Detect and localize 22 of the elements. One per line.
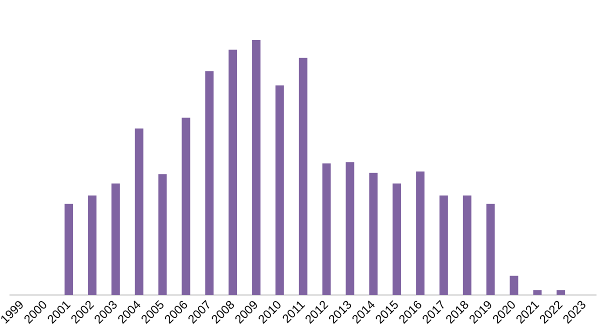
bar (510, 276, 518, 295)
bar (88, 196, 96, 295)
bar (252, 40, 260, 295)
bar (392, 184, 402, 295)
bar (298, 58, 308, 295)
bar (533, 290, 542, 295)
bar (275, 85, 284, 295)
bar (228, 50, 238, 295)
bar (182, 118, 190, 295)
bar (322, 163, 331, 295)
bar (346, 162, 354, 295)
bar (158, 174, 167, 295)
bar (439, 196, 448, 295)
bar (64, 204, 74, 295)
bar (111, 184, 120, 295)
bar (556, 290, 566, 295)
bar (486, 204, 495, 295)
bar (134, 128, 144, 295)
bar (369, 172, 378, 295)
bar (205, 71, 214, 295)
bar (416, 172, 424, 295)
bar (462, 196, 472, 295)
